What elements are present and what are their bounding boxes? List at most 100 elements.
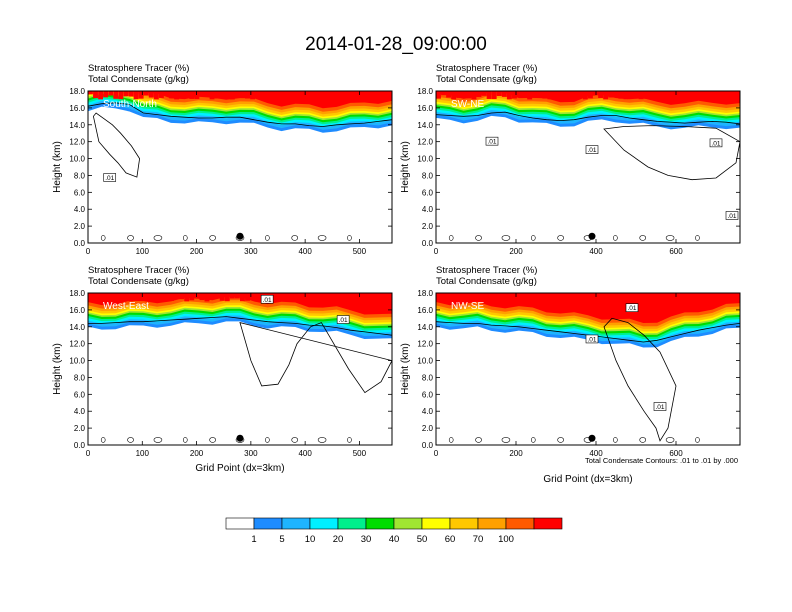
tracer-streak — [376, 91, 382, 99]
tracer-streak — [547, 293, 553, 298]
tracer-band-11 — [88, 91, 392, 109]
colorbar-swatch — [253, 517, 283, 530]
contour-label: .01 — [727, 213, 736, 220]
colorbar-swatch — [477, 517, 507, 530]
low-cloud-contour — [153, 437, 163, 443]
tracer-streak — [658, 293, 664, 299]
tracer-streak — [446, 91, 452, 98]
contour-label-box — [625, 303, 639, 313]
panel-sw-ne: Stratosphere Tracer (%)Total Condensate … — [400, 63, 741, 256]
tracer-streak — [704, 91, 710, 97]
low-cloud-contour — [209, 437, 216, 443]
y-tick-label: 18.0 — [417, 87, 433, 96]
y-tick-label: 2.0 — [74, 424, 86, 433]
y-tick-label: 16.0 — [417, 104, 433, 113]
low-cloud-contour — [209, 235, 216, 241]
tracer-streak — [366, 293, 372, 298]
panel-subtitle: Total Condensate (g/kg) — [88, 74, 189, 85]
tracer-streak — [557, 293, 563, 302]
tracer-streak — [719, 293, 725, 298]
tracer-streak — [714, 293, 720, 300]
tracer-streak — [496, 293, 502, 301]
panel-title: Stratosphere Tracer (%) — [88, 63, 189, 74]
tracer-streak — [506, 293, 512, 300]
low-cloud-contour — [530, 235, 536, 241]
tracer-streak — [280, 293, 286, 302]
tracer-streak — [517, 293, 522, 301]
low-cloud-contour — [182, 235, 188, 241]
panel-nw-se: Stratosphere Tracer (%)Total Condensate … — [400, 265, 741, 485]
tracer-streak — [295, 293, 301, 301]
colorbar-label: 20 — [333, 534, 344, 545]
colorbar-swatch — [421, 517, 451, 530]
tracer-streak — [512, 293, 517, 298]
tracer-streak — [709, 91, 715, 97]
y-tick-label: 12.0 — [69, 138, 85, 147]
tracer-streak — [461, 91, 467, 95]
tracer-streak — [532, 293, 538, 299]
tracer-streak — [734, 91, 740, 100]
tracer-streak — [689, 91, 695, 96]
y-tick-label: 18.0 — [69, 87, 85, 96]
tracer-streak — [98, 91, 104, 100]
tracer-streak — [275, 91, 281, 96]
tracer-streak — [593, 293, 598, 301]
tracer-streak — [153, 293, 159, 299]
tracer-streak — [699, 293, 705, 297]
tracer-streak — [471, 91, 477, 100]
colorbar-swatch — [365, 517, 395, 530]
y-tick-label: 10.0 — [417, 357, 433, 366]
panel-west-east: Stratosphere Tracer (%)Total Condensate … — [52, 265, 393, 474]
low-cloud-contour — [291, 437, 299, 443]
y-tick-label: 0.0 — [74, 239, 86, 248]
low-cloud-contour — [291, 235, 299, 241]
tracer-streak — [532, 91, 538, 98]
y-tick-label: 4.0 — [422, 407, 434, 416]
tracer-streak — [113, 91, 119, 99]
tracer-streak — [724, 91, 730, 96]
tracer-streak — [158, 293, 164, 299]
y-tick-label: 4.0 — [422, 205, 434, 214]
tracer-streak — [441, 293, 446, 301]
tracer-streak — [517, 91, 522, 95]
low-cloud-contour — [475, 235, 482, 241]
tracer-streak — [280, 91, 286, 98]
tracer-streak — [300, 293, 306, 302]
y-tick-label: 14.0 — [69, 323, 85, 332]
tracer-streak — [164, 91, 169, 95]
tracer-streak — [648, 293, 654, 301]
y-tick-label: 16.0 — [69, 104, 85, 113]
tracer-streak — [603, 91, 609, 100]
tracer-streak — [118, 91, 124, 100]
tracer-streak — [582, 91, 588, 100]
tracer-streak — [240, 293, 245, 302]
tracer-streak — [321, 293, 326, 301]
tracer-streak — [537, 293, 543, 302]
contour-label-box — [585, 145, 599, 154]
tracer-streak — [326, 91, 332, 100]
tracer-streak — [466, 91, 472, 99]
panel-frame — [435, 90, 741, 244]
tracer-streak — [699, 91, 705, 100]
tracer-streak — [512, 91, 517, 99]
panel-title: Stratosphere Tracer (%) — [436, 63, 537, 74]
low-cloud-contour — [265, 437, 270, 443]
tracer-streak — [593, 91, 598, 95]
tracer-streak — [456, 293, 462, 299]
tracer-contour-line — [88, 102, 392, 127]
tracer-streak — [245, 91, 250, 99]
tracer-streak — [351, 91, 357, 96]
low-cloud-contour — [557, 437, 564, 443]
condensate-contour — [603, 125, 740, 181]
tracer-streak — [689, 293, 695, 302]
x-tick-label: 200 — [509, 449, 523, 458]
tracer-streak — [148, 91, 154, 98]
condensate-contour — [239, 322, 392, 394]
tracer-streak — [633, 293, 639, 302]
tracer-streak — [557, 91, 563, 97]
tracer-streak — [103, 293, 109, 299]
tracer-streak — [476, 293, 482, 300]
tracer-streak — [214, 293, 220, 298]
tracer-streak — [729, 293, 735, 302]
tracer-streak — [158, 91, 164, 98]
